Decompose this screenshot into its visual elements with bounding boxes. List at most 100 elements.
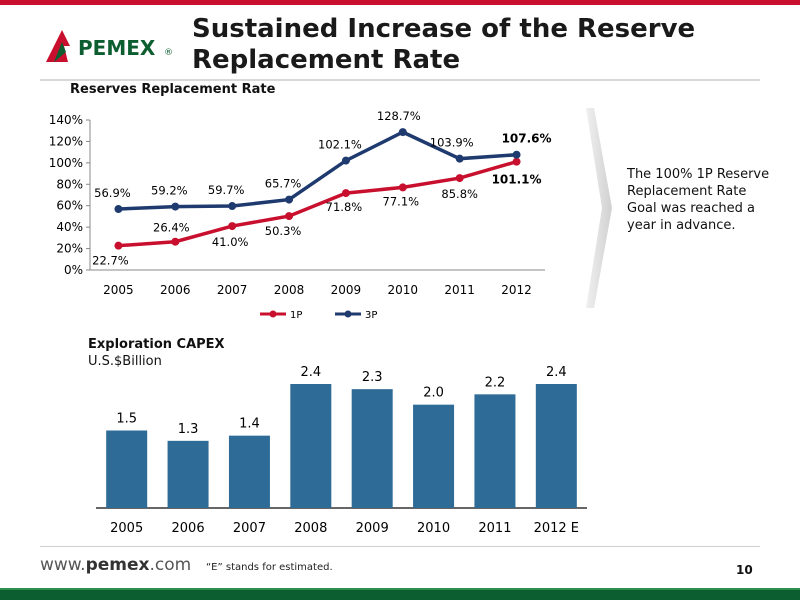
- bar-chart-subtitle: U.S.$Billion: [88, 354, 162, 369]
- data-point-1P: [228, 222, 237, 231]
- series-line-1P: [118, 159, 518, 248]
- series-line-3P: [118, 130, 517, 211]
- data-point-1P: [455, 174, 464, 183]
- legend-label-3P: 3P: [365, 310, 377, 321]
- bottom-brand-bar-highlight: [0, 588, 800, 590]
- legend-marker-1P: [269, 310, 277, 318]
- data-label-3P: 107.6%: [502, 132, 552, 146]
- page-title: Sustained Increase of the Reserve Replac…: [192, 14, 696, 75]
- capex-bar: [413, 404, 455, 508]
- capex-bar: [351, 389, 393, 508]
- data-label-1P: 77.1%: [383, 194, 420, 208]
- capex-bar: [474, 394, 516, 508]
- x-tick-label: 2009: [331, 283, 362, 297]
- pemex-logo: PEMEX ®: [46, 30, 173, 62]
- capex-bar-chart: 1.5 2005 1.3 2006 1.4 2007 2.4 2008 2.3 2009 2.0 20…: [96, 365, 587, 536]
- pemex-eagle-icon: [46, 30, 70, 62]
- data-point-3P: [285, 195, 294, 204]
- x-tick-label: 2007: [217, 283, 248, 297]
- footer-url-brand: pemex: [85, 555, 150, 575]
- legend-marker-3P: [344, 310, 352, 318]
- bar-value-label: 1.3: [178, 422, 199, 437]
- footer-url-prefix: www.: [40, 555, 86, 575]
- data-label-3P: 65.7%: [265, 177, 302, 191]
- bar-chart-title: Exploration CAPEX: [88, 337, 225, 352]
- data-point-1P: [341, 189, 350, 198]
- data-label-3P: 56.9%: [94, 186, 131, 200]
- header-divider: [40, 79, 760, 81]
- data-label-3P: 102.1%: [318, 138, 362, 152]
- data-label-1P: 41.0%: [212, 235, 249, 249]
- footnote: “E” stands for estimated.: [206, 562, 333, 573]
- bar-value-label: 2.2: [485, 375, 506, 390]
- x-tick-label: 2012: [501, 283, 532, 297]
- y-tick-label: 20%: [56, 242, 83, 256]
- legend-label-1P: 1P: [290, 310, 302, 321]
- data-label-3P: 59.2%: [151, 184, 188, 198]
- data-point-3P: [114, 205, 123, 214]
- data-point-1P: [171, 237, 180, 246]
- x-tick-label: 2010: [388, 283, 419, 297]
- footer-website: www.pemex.com: [40, 555, 191, 575]
- data-point-3P: [341, 156, 350, 165]
- bar-x-tick-label: 2012 E: [534, 521, 579, 536]
- footer-url-suffix: .com: [149, 555, 192, 575]
- y-tick-label: 120%: [49, 134, 83, 148]
- bar-value-label: 1.4: [239, 417, 260, 432]
- data-point-3P: [398, 128, 407, 137]
- data-label-1P: 71.8%: [326, 200, 363, 214]
- bottom-brand-bar: [0, 588, 800, 600]
- bar-value-label: 2.0: [423, 386, 444, 401]
- data-point-1P: [114, 241, 123, 250]
- y-tick-label: 0%: [64, 263, 83, 277]
- data-label-3P: 59.7%: [208, 183, 245, 197]
- x-tick-label: 2006: [160, 283, 191, 297]
- logo-registered: ®: [164, 48, 173, 58]
- data-point-3P: [455, 154, 464, 163]
- data-point-3P: [171, 202, 180, 211]
- highlight-note: The 100% 1P Reserve Replacement Rate Goa…: [627, 167, 770, 233]
- data-point-3P: [228, 202, 237, 211]
- capex-bar: [106, 430, 148, 508]
- y-tick-label: 60%: [56, 199, 83, 213]
- y-tick-label: 40%: [56, 220, 83, 234]
- bar-x-tick-label: 2011: [478, 521, 511, 536]
- x-tick-label: 2005: [103, 283, 134, 297]
- y-tick-label: 80%: [56, 177, 83, 191]
- bar-x-tick-label: 2008: [294, 521, 327, 536]
- bar-value-label: 2.4: [546, 365, 567, 380]
- bar-x-tick-label: 2006: [172, 521, 205, 536]
- x-tick-label: 2011: [444, 283, 475, 297]
- capex-bar: [290, 384, 332, 508]
- bar-value-label: 1.5: [116, 412, 137, 427]
- top-accent-bar: [0, 0, 800, 5]
- page-number: 10: [736, 563, 753, 577]
- reserves-line-chart: 0% 20% 40% 60% 80% 100% 120% 140% 2005 2006 2007 20…: [49, 109, 552, 321]
- data-point-1P: [398, 183, 407, 192]
- chevron-arrow-icon: [586, 108, 612, 308]
- bar-value-label: 2.3: [362, 370, 383, 385]
- capex-bar: [167, 440, 209, 508]
- logo-text: PEMEX: [78, 36, 156, 60]
- data-label-1P: 26.4%: [153, 221, 190, 235]
- data-label-1P: 85.8%: [441, 187, 478, 201]
- footer-divider: [40, 546, 760, 547]
- bar-x-tick-label: 2005: [110, 521, 143, 536]
- data-label-1P: 22.7%: [92, 254, 129, 268]
- data-label-3P: 128.7%: [377, 109, 421, 123]
- bar-x-tick-label: 2009: [356, 521, 389, 536]
- capex-bar: [228, 435, 270, 508]
- capex-bar: [535, 384, 577, 508]
- data-point-3P: [512, 150, 521, 159]
- x-tick-label: 2008: [274, 283, 305, 297]
- bar-x-tick-label: 2007: [233, 521, 266, 536]
- line-chart-title: Reserves Replacement Rate: [70, 82, 276, 97]
- y-tick-label: 140%: [49, 113, 83, 127]
- data-point-1P: [512, 157, 521, 166]
- bar-x-tick-label: 2010: [417, 521, 450, 536]
- y-tick-label: 100%: [49, 156, 83, 170]
- bar-value-label: 2.4: [300, 365, 321, 380]
- data-point-1P: [285, 212, 294, 221]
- data-label-3P: 103.9%: [430, 136, 474, 150]
- data-label-1P: 50.3%: [265, 224, 302, 238]
